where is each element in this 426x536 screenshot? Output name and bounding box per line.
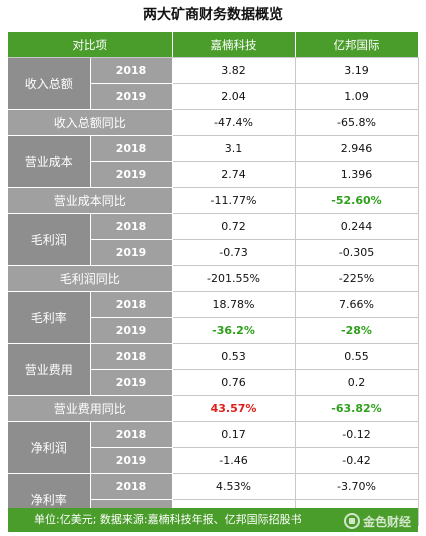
value-cell: -0.73	[172, 239, 296, 266]
value-cell-highlight-green: -63.82%	[295, 395, 419, 422]
table-row: 2019 2.74 1.396	[8, 161, 419, 188]
header-company-jianan: 嘉楠科技	[172, 32, 296, 58]
value-cell: 1.09	[295, 83, 419, 110]
header-company-ebang: 亿邦国际	[295, 32, 419, 58]
table-row: 2019 2.04 1.09	[8, 83, 419, 110]
value-cell: -65.8%	[295, 109, 419, 136]
year-label: 2018	[90, 135, 173, 162]
value-cell: -11.77%	[172, 187, 296, 214]
value-cell: 0.17	[172, 421, 296, 448]
year-label: 2019	[90, 239, 173, 266]
value-cell: 3.19	[295, 57, 419, 84]
value-cell: 18.78%	[172, 291, 296, 318]
value-cell: -0.12	[295, 421, 419, 448]
year-label: 2019	[90, 317, 173, 344]
value-cell: 0.53	[172, 343, 296, 370]
table-row: 2019 -1.46 -0.42	[8, 447, 419, 474]
value-cell: 0.76	[172, 369, 296, 396]
value-cell: -0.42	[295, 447, 419, 474]
table-row: 营业费用同比 43.57% -63.82%	[8, 395, 419, 422]
value-cell-highlight-green: -28%	[295, 317, 419, 344]
value-cell: -201.55%	[172, 265, 296, 292]
year-label: 2018	[90, 291, 173, 318]
year-label: 2018	[90, 473, 173, 500]
table-row: 净利率 2018 4.53% -3.70%	[8, 473, 419, 526]
table-header-row: 对比项 嘉楠科技 亿邦国际	[8, 32, 419, 58]
table-row: 净利润 2018 0.17 -0.12	[8, 421, 419, 474]
value-cell: 2.946	[295, 135, 419, 162]
value-cell: -0.305	[295, 239, 419, 266]
value-cell: 0.2	[295, 369, 419, 396]
watermark-logo-icon	[344, 513, 360, 529]
year-label: 2019	[90, 447, 173, 474]
table-row: 收入总额同比 -47.4% -65.8%	[8, 109, 419, 136]
value-cell: 7.66%	[295, 291, 419, 318]
value-cell: 3.1	[172, 135, 296, 162]
value-cell: -3.70%	[295, 473, 419, 500]
financial-table: 对比项 嘉楠科技 亿邦国际 收入总额 2018 3.82 3.19 2019 2…	[8, 32, 419, 526]
table-row: 毛利率 2018 18.78% 7.66%	[8, 291, 419, 344]
table-row: 2019 -36.2% -28%	[8, 317, 419, 344]
chart-title: 两大矿商财务数据概览	[143, 7, 283, 23]
table-row: 收入总额 2018 3.82 3.19	[8, 57, 419, 110]
year-label: 2019	[90, 369, 173, 396]
metric-label: 营业成本	[8, 135, 91, 188]
yoy-label: 收入总额同比	[8, 109, 173, 136]
metric-label: 毛利率	[8, 291, 91, 344]
table-row: 营业成本同比 -11.77% -52.60%	[8, 187, 419, 214]
value-cell-highlight-green: -36.2%	[172, 317, 296, 344]
year-label: 2019	[90, 83, 173, 110]
metric-label: 营业费用	[8, 343, 91, 396]
value-cell: 0.72	[172, 213, 296, 240]
value-cell-highlight-green: -52.60%	[295, 187, 419, 214]
yoy-label: 毛利润同比	[8, 265, 173, 292]
value-cell: 0.55	[295, 343, 419, 370]
table-row: 2019 -0.73 -0.305	[8, 239, 419, 266]
value-cell: 2.74	[172, 161, 296, 188]
yoy-label: 营业成本同比	[8, 187, 173, 214]
value-cell: 3.82	[172, 57, 296, 84]
value-cell: 0.244	[295, 213, 419, 240]
year-label: 2018	[90, 57, 173, 84]
table-row: 营业费用 2018 0.53 0.55	[8, 343, 419, 396]
year-label: 2019	[90, 161, 173, 188]
value-cell: 1.396	[295, 161, 419, 188]
table-row: 营业成本 2018 3.1 2.946	[8, 135, 419, 188]
yoy-label: 营业费用同比	[8, 395, 173, 422]
metric-label: 毛利润	[8, 213, 91, 266]
metric-label: 净利润	[8, 421, 91, 474]
value-cell: 4.53%	[172, 473, 296, 500]
watermark: 金色财经	[344, 510, 411, 532]
value-cell: -1.46	[172, 447, 296, 474]
value-cell: -225%	[295, 265, 419, 292]
year-label: 2018	[90, 421, 173, 448]
metric-label: 收入总额	[8, 57, 91, 110]
header-item: 对比项	[8, 32, 173, 58]
watermark-text: 金色财经	[363, 514, 412, 529]
table-row: 毛利润同比 -201.55% -225%	[8, 265, 419, 292]
year-label: 2018	[90, 343, 173, 370]
value-cell: 2.04	[172, 83, 296, 110]
table-row: 2019 0.76 0.2	[8, 369, 419, 396]
table-row: 毛利润 2018 0.72 0.244	[8, 213, 419, 266]
year-label: 2018	[90, 213, 173, 240]
value-cell-highlight-red: 43.57%	[172, 395, 296, 422]
value-cell: -47.4%	[172, 109, 296, 136]
